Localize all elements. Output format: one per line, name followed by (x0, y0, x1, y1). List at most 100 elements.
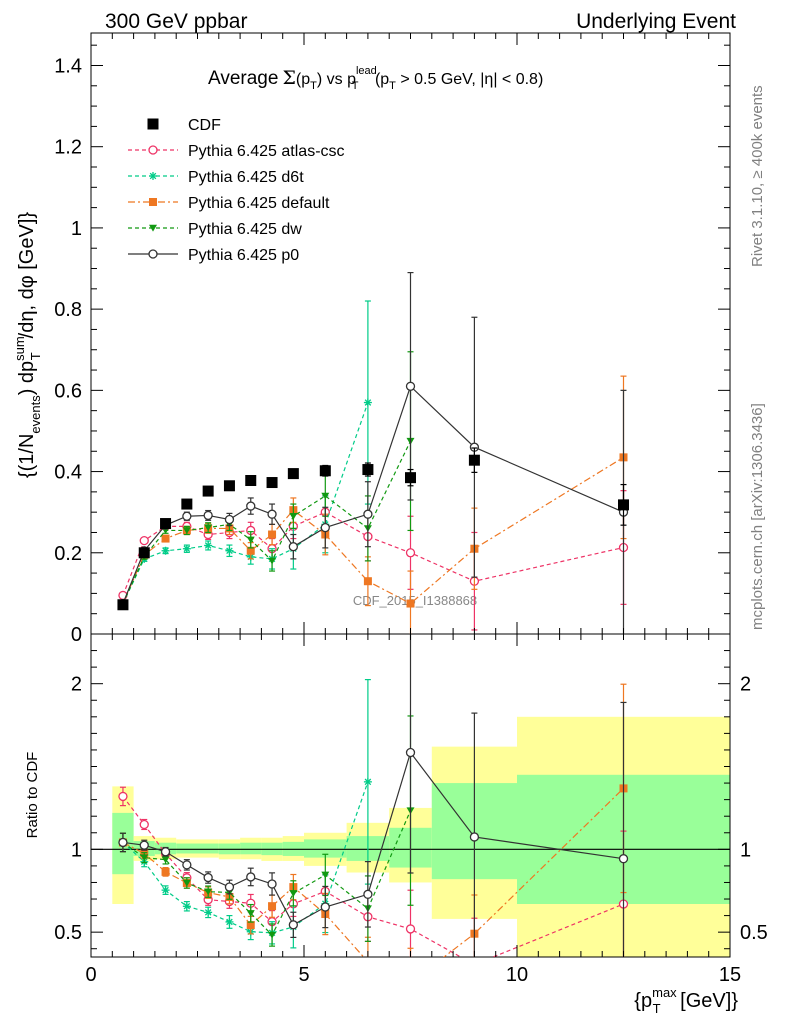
data-point (223, 480, 235, 492)
series-line-pythia-6-425-dw (122, 440, 412, 604)
analysis-watermark: CDF_2015_I1388868 (353, 593, 477, 608)
star-stroke (183, 545, 191, 553)
data-point (160, 518, 172, 530)
rivet-version-note: Rivet 3.1.10, ≥ 400k events (749, 85, 766, 267)
ratio-point (182, 860, 192, 870)
ratio-point (224, 882, 235, 892)
ratio-point (161, 886, 170, 895)
ylabel-part-b: events (28, 395, 43, 434)
top-y-tick-label: 1.2 (54, 137, 82, 159)
data-point (268, 557, 277, 565)
ratio-y-tick-label-right: 2 (740, 674, 751, 696)
ratio-point (140, 854, 149, 862)
ratio-point (288, 920, 299, 930)
star-stroke (162, 547, 169, 555)
data-point (268, 530, 277, 539)
header-right: Underlying Event (576, 10, 736, 33)
data-point (204, 541, 213, 550)
ratio-point (363, 889, 373, 899)
star-stroke (226, 918, 233, 926)
ylabel-part-d: sum (12, 336, 27, 361)
star-stroke (204, 909, 212, 916)
data-point (363, 398, 372, 407)
legend-marker (147, 118, 159, 130)
ratio-point (268, 902, 277, 911)
ratio-point (204, 908, 213, 917)
data-point (246, 501, 256, 511)
ratio-point (469, 832, 480, 842)
star-stroke (364, 778, 372, 786)
ratio-series-layer (118, 634, 629, 957)
star-stroke (183, 902, 191, 910)
ratio-point (160, 847, 171, 857)
data-point (161, 546, 170, 555)
legend-entry-pythia-6-425-p0: Pythia 6.425 p0 (128, 247, 299, 264)
data-point (139, 535, 149, 546)
title-pt-close: ) (317, 71, 322, 88)
data-point (203, 510, 213, 521)
data-point (204, 524, 213, 532)
title-vs-sup: lead (356, 65, 377, 77)
title-cut-open: (p (371, 71, 390, 88)
data-point (245, 475, 257, 487)
xlabel-part-d: [GeV]} (675, 990, 739, 1012)
ratio-y-tick-label: 0.5 (54, 922, 82, 944)
top-y-tick-label: 1 (71, 218, 82, 240)
ylabel-part-e: T (28, 352, 43, 360)
data-point (202, 485, 214, 497)
ratio-point (268, 931, 277, 939)
plot-title: Average Σ(pT) vs plead T (pT > 0.5 GeV, |η… (208, 65, 543, 92)
title-pt-open: (p (296, 71, 310, 88)
top-series-layer (117, 271, 629, 634)
star-stroke (364, 399, 372, 406)
title-prefix: Average (208, 68, 278, 89)
ratio-point (289, 890, 298, 897)
ratio-point (246, 872, 256, 882)
band-green-3 (176, 843, 198, 854)
data-point (246, 536, 255, 544)
star-stroke (204, 542, 212, 549)
x-tick-label: 0 (85, 964, 96, 986)
x-tick-label: 15 (719, 964, 741, 986)
data-point (267, 509, 277, 519)
legend-marker (149, 198, 157, 206)
ratio-point (618, 854, 629, 864)
data-point (468, 454, 480, 466)
data-point (405, 472, 416, 484)
legend-marker (148, 145, 158, 155)
ratio-point (182, 902, 191, 911)
ratio-line-pythia-6-425-dw (122, 810, 412, 937)
legend-label: Pythia 6.425 p0 (188, 247, 299, 264)
ratio-y-axis-label: Ratio to CDF (24, 752, 41, 839)
ratio-y-tick-label: 2 (71, 674, 82, 696)
data-point (266, 477, 278, 489)
mcplots-credit: mcplots.cern.ch [arXiv:1306.3436] (749, 403, 766, 630)
ratio-point (321, 871, 330, 879)
top-y-tick-label: 0.4 (54, 462, 82, 484)
header-left: 300 GeV ppbar (105, 10, 247, 33)
ylabel-part-f: /dη, dφ [GeV]} (16, 212, 38, 339)
ratio-y-tick-label-right: 0.5 (740, 922, 768, 944)
title-sigma: Σ (282, 67, 295, 89)
x-axis-label: {pmax T [GeV]} (634, 985, 738, 1016)
top-y-tick-label: 0.8 (54, 299, 82, 321)
top-y-axis-label: {(1/Nevents) dpsumT/dη, dφ [GeV]} (12, 212, 43, 478)
legend-entry-cdf: CDF (147, 117, 221, 134)
ylabel-part-c: ) dp (16, 361, 38, 395)
data-point (182, 544, 191, 553)
legend-entry-pythia-6-425-default: Pythia 6.425 default (128, 195, 330, 212)
legend-marker (149, 224, 157, 232)
data-point (182, 511, 192, 521)
data-point (362, 464, 374, 476)
data-point (319, 465, 331, 477)
ratio-line-pythia-6-425-atlas-csc (122, 796, 624, 957)
title-cut-sub: T (389, 80, 396, 92)
data-point (363, 509, 373, 519)
data-point (363, 577, 372, 586)
legend: CDF Pythia 6.425 atlas-csc Pythia 6.425 d6… (128, 117, 345, 264)
data-point (618, 499, 629, 511)
legend-label: Pythia 6.425 d6t (188, 169, 304, 186)
ratio-y-tick-label-right: 1 (740, 839, 751, 861)
data-point (406, 599, 415, 608)
ratio-point (118, 837, 128, 848)
